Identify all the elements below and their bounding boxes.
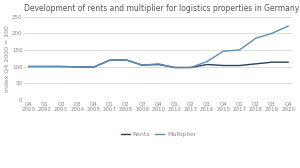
Rents xyxy=(286,61,290,63)
Multiplier xyxy=(189,67,193,69)
Rents xyxy=(124,59,128,61)
Rents xyxy=(43,66,47,68)
Text: Development of rents and multiplier for logistics properties in Germany in the i: Development of rents and multiplier for … xyxy=(24,4,300,13)
Rents xyxy=(189,67,193,69)
Rents xyxy=(221,65,225,67)
Line: Multiplier: Multiplier xyxy=(29,26,288,68)
Rents xyxy=(254,63,257,65)
Rents xyxy=(270,61,274,63)
Rents xyxy=(205,64,209,66)
Multiplier xyxy=(59,66,63,68)
Multiplier xyxy=(124,59,128,61)
Multiplier xyxy=(140,64,144,66)
Multiplier xyxy=(238,49,241,51)
Multiplier xyxy=(205,60,209,62)
Multiplier xyxy=(286,25,290,27)
Rents xyxy=(238,65,241,67)
Rents xyxy=(157,64,160,66)
Rents xyxy=(173,67,176,69)
Multiplier xyxy=(173,67,176,69)
Multiplier xyxy=(92,66,95,68)
Multiplier xyxy=(221,50,225,52)
Multiplier xyxy=(157,63,160,65)
Rents xyxy=(27,66,31,68)
Multiplier xyxy=(108,59,112,61)
Legend: Rents, Multiplier: Rents, Multiplier xyxy=(118,129,199,140)
Line: Rents: Rents xyxy=(29,60,288,68)
Rents xyxy=(76,66,79,68)
Rents xyxy=(140,64,144,66)
Multiplier xyxy=(76,66,79,68)
Multiplier xyxy=(254,37,257,39)
Rents xyxy=(92,66,95,68)
Rents xyxy=(108,59,112,61)
Rents xyxy=(59,66,63,68)
Multiplier xyxy=(43,66,47,68)
Multiplier xyxy=(270,32,274,34)
Multiplier xyxy=(27,66,31,68)
Y-axis label: Index Q4 2000 = 100: Index Q4 2000 = 100 xyxy=(4,25,9,92)
